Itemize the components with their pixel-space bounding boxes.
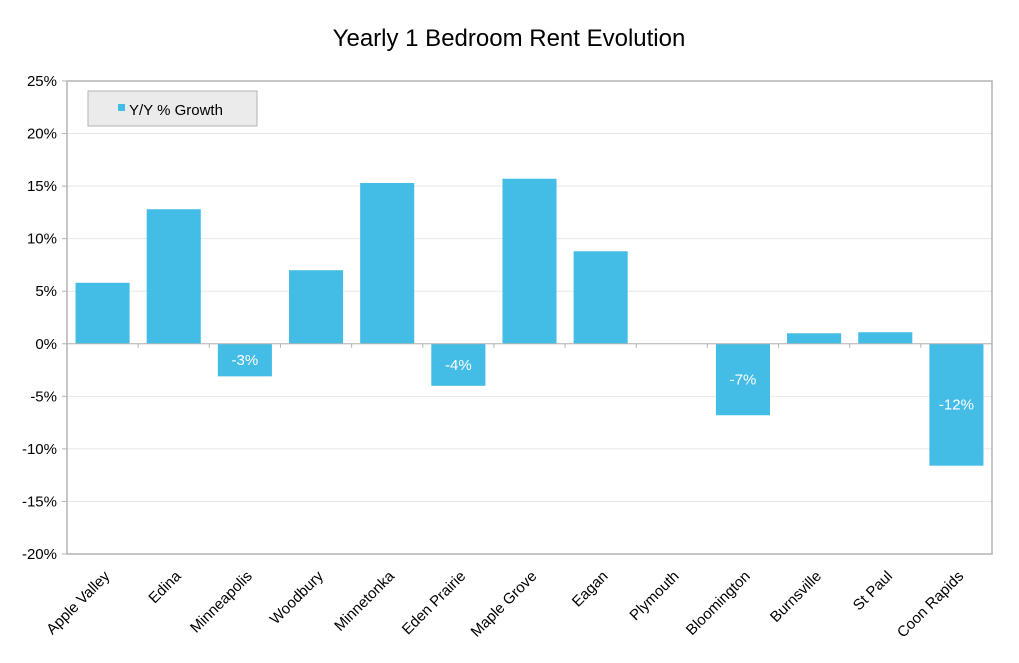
y-tick-label: 20% xyxy=(27,126,57,143)
x-tick-label: Minneapolis xyxy=(187,568,256,637)
y-tick-label: -15% xyxy=(22,493,57,510)
y-tick-label: 10% xyxy=(27,231,57,248)
x-tick-label: Minnetonka xyxy=(331,567,398,634)
bar xyxy=(217,343,272,377)
y-tick-label: -5% xyxy=(30,388,57,405)
data-label: -3% xyxy=(232,352,259,369)
x-tick-label: Apple Valley xyxy=(43,567,114,638)
legend-box xyxy=(87,90,258,127)
y-tick-label: -20% xyxy=(22,546,57,563)
x-tick-label: Coon Rapids xyxy=(894,568,967,641)
bar xyxy=(715,343,770,416)
bar xyxy=(573,251,628,344)
plot-frame xyxy=(66,80,993,555)
bar xyxy=(360,182,415,344)
legend-swatch xyxy=(118,104,125,111)
y-tick-label: -10% xyxy=(22,441,57,458)
data-label: -4% xyxy=(445,357,472,374)
bar xyxy=(858,332,913,344)
x-tick-label: St Paul xyxy=(850,568,896,614)
bar xyxy=(929,343,984,466)
bar xyxy=(787,333,842,344)
bar xyxy=(502,178,557,344)
x-tick-label: Burnsville xyxy=(767,568,825,626)
x-tick-label: Maple Grove xyxy=(468,568,541,641)
y-tick-label: 5% xyxy=(35,283,57,300)
x-tick-labels: Apple Valley Edina Minneapolis Woodbury Minn… xyxy=(43,567,967,641)
x-tick-label: Eagan xyxy=(569,568,612,611)
x-tick-label: Edina xyxy=(145,567,185,607)
y-tick-label: 25% xyxy=(27,73,57,90)
legend-label: Y/Y % Growth xyxy=(129,102,223,119)
x-tick-label: Bloomington xyxy=(683,568,754,639)
y-tick-labels: 25% 20% 15% 10% 5% 0% -5% -10% -15% -20% xyxy=(22,73,57,563)
data-labels: -3% -4% -7% -12% xyxy=(232,352,974,414)
bar xyxy=(75,282,130,344)
x-tick-label: Plymouth xyxy=(626,568,682,624)
bar xyxy=(146,209,201,344)
chart-title: Yearly 1 Bedroom Rent Evolution xyxy=(333,25,686,52)
data-label: -12% xyxy=(939,397,974,414)
data-label: -7% xyxy=(730,372,757,389)
y-tick-label: 15% xyxy=(27,178,57,195)
bars xyxy=(75,178,984,466)
axes xyxy=(62,80,993,555)
x-tick-label: Woodbury xyxy=(267,567,328,628)
x-tick-label: Eden Prairie xyxy=(399,568,469,638)
bar xyxy=(289,270,344,344)
y-tick-label: 0% xyxy=(35,336,57,353)
bar xyxy=(431,343,486,386)
legend: Y/Y % Growth xyxy=(87,90,258,127)
